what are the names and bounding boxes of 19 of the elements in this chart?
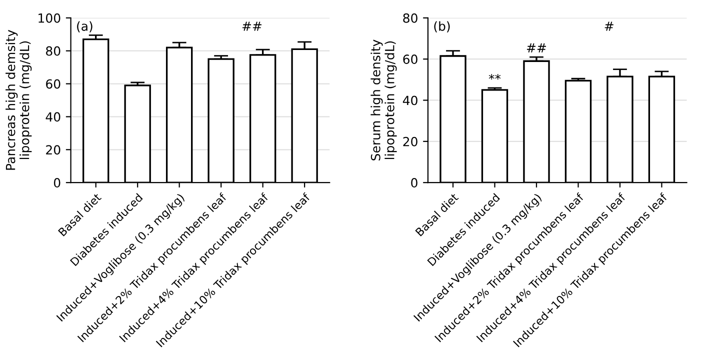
annotation: ## (526, 43, 546, 52)
y-tick-label: 20 (403, 136, 418, 146)
y-tick-label: 80 (403, 13, 418, 23)
y-tick-label: 20 (46, 145, 60, 155)
annotation: # (604, 22, 614, 31)
y-tick-label: 60 (403, 54, 418, 64)
y-axis-title: Serum high density lipoprotein (mg/dL) (370, 40, 397, 160)
y-tick-label: 100 (38, 13, 60, 23)
y-axis-title: Pancreas high demsity lipoprotein (mg/dL) (6, 30, 32, 170)
y-tick-label: 60 (46, 79, 60, 89)
y-tick-label: 0 (54, 178, 60, 188)
annotation: ** (488, 74, 501, 80)
annotation: (b) (434, 21, 450, 32)
y-tick-label: 0 (411, 178, 418, 188)
y-tick-label: 40 (402, 96, 418, 106)
annotation: (a) (77, 21, 92, 32)
annotation: ## (242, 22, 262, 31)
y-tick-label: 40 (46, 112, 60, 122)
y-tick-label: 80 (46, 46, 60, 56)
